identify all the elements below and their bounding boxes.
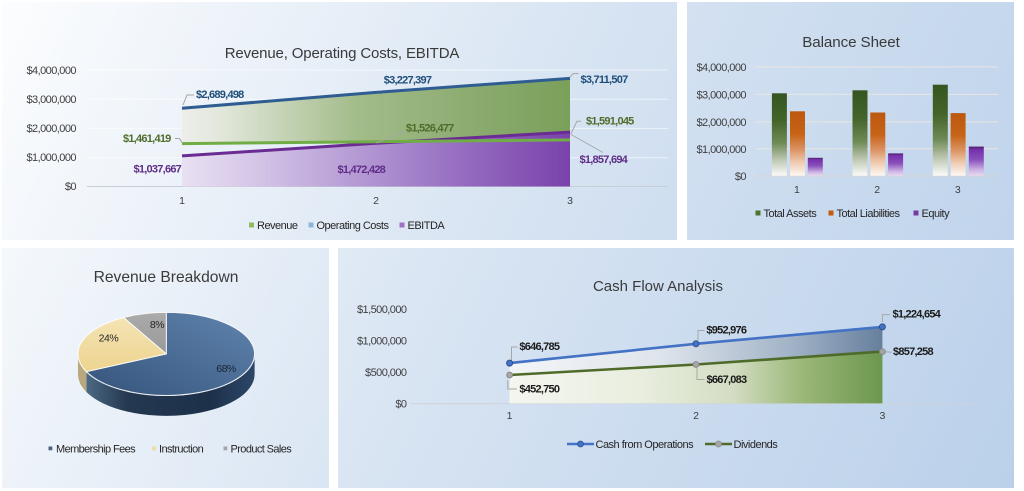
svg-text:$1,224,654: $1,224,654	[893, 309, 942, 321]
svg-text:$4,000,000: $4,000,000	[696, 62, 746, 74]
svg-text:24%: 24%	[99, 333, 119, 345]
svg-text:$1,591,045: $1,591,045	[586, 116, 634, 128]
svg-text:$0: $0	[395, 398, 407, 410]
svg-text:3: 3	[567, 195, 573, 207]
svg-text:$1,526,477: $1,526,477	[406, 123, 454, 135]
svg-text:Cash from Operations: Cash from Operations	[596, 439, 695, 451]
svg-text:$4,000,000: $4,000,000	[26, 65, 76, 77]
svg-text:$3,000,000: $3,000,000	[696, 90, 746, 102]
svg-text:$2,000,000: $2,000,000	[26, 123, 76, 135]
svg-text:$1,037,667: $1,037,667	[134, 164, 182, 176]
svg-text:Equity: Equity	[922, 208, 951, 220]
svg-text:1: 1	[794, 184, 800, 196]
svg-text:Instruction: Instruction	[159, 444, 204, 456]
svg-text:$1,500,000: $1,500,000	[357, 304, 407, 316]
svg-text:Total Assets: Total Assets	[764, 208, 818, 220]
svg-text:$2,689,498: $2,689,498	[196, 89, 244, 101]
svg-text:1: 1	[507, 410, 513, 422]
svg-text:1: 1	[179, 195, 185, 207]
svg-text:3: 3	[879, 410, 885, 422]
svg-text:3: 3	[955, 184, 961, 196]
svg-text:$500,000: $500,000	[365, 367, 407, 379]
svg-text:$1,000,000: $1,000,000	[26, 152, 76, 164]
svg-text:$2,000,000: $2,000,000	[696, 117, 746, 129]
svg-text:Balance Sheet: Balance Sheet	[802, 34, 900, 51]
svg-text:Dividends: Dividends	[734, 439, 779, 451]
svg-text:68%: 68%	[216, 363, 236, 375]
svg-text:8%: 8%	[150, 319, 164, 331]
svg-text:Operating Costs: Operating Costs	[317, 220, 390, 232]
svg-text:$452,750: $452,750	[519, 384, 560, 396]
svg-text:2: 2	[693, 410, 699, 422]
svg-text:$3,227,397: $3,227,397	[384, 75, 432, 87]
svg-text:$1,472,428: $1,472,428	[338, 164, 386, 176]
svg-text:Revenue: Revenue	[257, 220, 298, 232]
svg-text:Revenue Breakdown: Revenue Breakdown	[94, 269, 239, 286]
svg-text:Total Liabilities: Total Liabilities	[837, 208, 901, 220]
svg-text:$857,258: $857,258	[893, 346, 934, 358]
svg-text:$646,785: $646,785	[519, 341, 560, 353]
svg-text:Cash Flow Analysis: Cash Flow Analysis	[593, 278, 723, 295]
svg-text:$1,461,419: $1,461,419	[123, 133, 171, 145]
svg-text:$667,083: $667,083	[707, 374, 748, 386]
svg-text:Membership Fees: Membership Fees	[56, 444, 136, 456]
svg-text:Product Sales: Product Sales	[231, 444, 293, 456]
svg-text:Revenue, Operating Costs, EBIT: Revenue, Operating Costs, EBITDA	[225, 45, 460, 62]
svg-text:$1,000,000: $1,000,000	[357, 335, 407, 347]
svg-text:$952,976: $952,976	[706, 325, 747, 337]
svg-text:$3,000,000: $3,000,000	[26, 94, 76, 106]
svg-text:2: 2	[373, 195, 379, 207]
svg-text:$0: $0	[735, 171, 747, 183]
svg-text:EBITDA: EBITDA	[408, 220, 446, 232]
svg-text:$0: $0	[65, 181, 77, 193]
svg-text:$1,000,000: $1,000,000	[696, 144, 746, 156]
svg-text:$1,857,694: $1,857,694	[580, 154, 629, 166]
svg-text:$3,711,507: $3,711,507	[581, 74, 629, 86]
svg-text:2: 2	[874, 184, 880, 196]
